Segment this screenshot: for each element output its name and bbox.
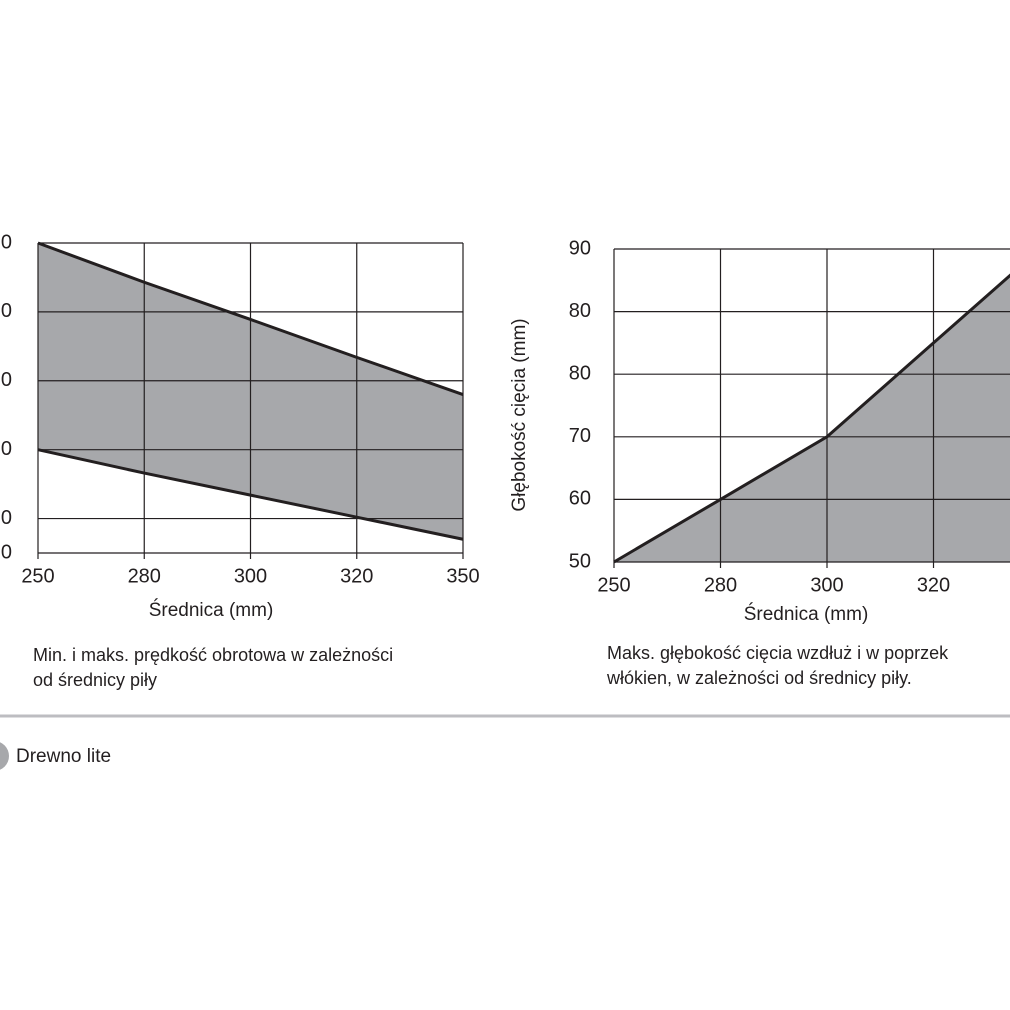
caption: od średnicy piły xyxy=(33,670,157,690)
series-line xyxy=(613,273,1010,564)
caption: Min. i maks. prędkość obrotowa w zależno… xyxy=(33,645,393,665)
area-fill xyxy=(614,275,1010,562)
series-line xyxy=(37,448,464,541)
x-tick-label: 300 xyxy=(234,565,267,587)
y-tick-label: 0 xyxy=(1,369,12,391)
x-tick-label: 320 xyxy=(340,565,373,587)
y-axis-label: Głębokość cięcia (mm) xyxy=(509,318,530,511)
x-tick-label: 280 xyxy=(128,565,161,587)
x-axis-label: Średnica (mm) xyxy=(744,603,869,625)
x-tick-label: 320 xyxy=(917,574,950,596)
y-tick-label: 0 xyxy=(1,231,12,253)
x-tick-label: 280 xyxy=(704,574,737,596)
y-tick-label: 0 xyxy=(1,300,12,322)
y-tick-label: 60 xyxy=(569,488,591,510)
x-tick-label: 250 xyxy=(21,565,54,587)
section-icon xyxy=(0,742,9,770)
x-tick-label: 300 xyxy=(810,574,843,596)
x-tick-label: 250 xyxy=(597,574,630,596)
y-tick-label: 80 xyxy=(569,362,591,384)
x-tick-label: 350 xyxy=(446,565,479,587)
x-axis-label: Średnica (mm) xyxy=(149,599,274,621)
y-tick-label: 0 xyxy=(1,438,12,460)
series-line xyxy=(37,241,464,396)
y-tick-label: 70 xyxy=(569,425,591,447)
y-tick-label: 80 xyxy=(569,300,591,322)
caption: Maks. głębokość cięcia wzdłuż i w poprze… xyxy=(607,643,949,663)
y-tick-label: 90 xyxy=(569,237,591,259)
caption: włókien, w zależności od średnicy piły. xyxy=(606,668,912,688)
section-label: Drewno lite xyxy=(16,746,111,767)
y-tick-label: 0 xyxy=(1,507,12,529)
y-tick-label: 0 xyxy=(1,541,12,563)
y-tick-label: 50 xyxy=(569,550,591,572)
